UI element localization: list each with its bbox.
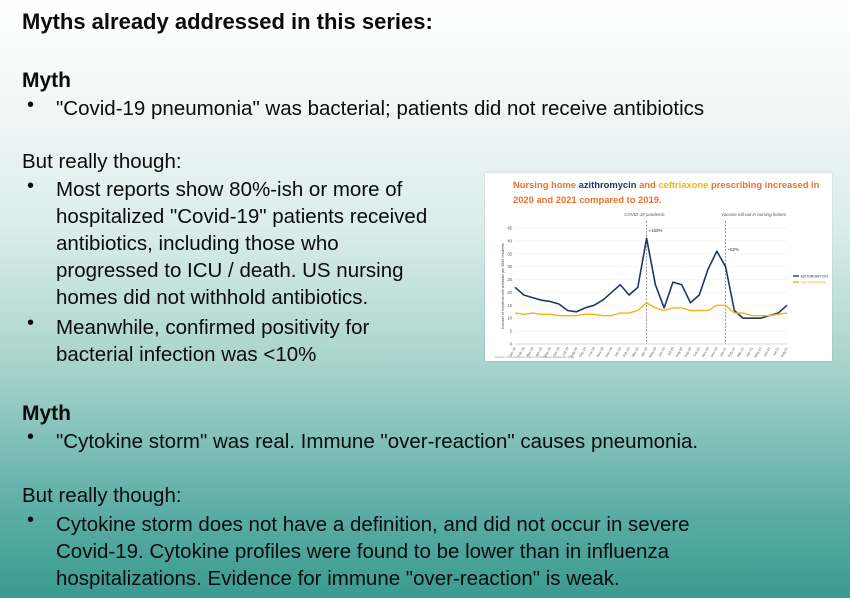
rebuttal-1-line-4: progressed to ICU / death. US nursing (56, 259, 404, 282)
x-tick-label: Aug-20 (675, 346, 684, 358)
rebuttal-1-line-2: hospitalized "Covid-19" patients receive… (56, 205, 428, 228)
y-tick-label: 45 (507, 226, 512, 231)
rebuttal-3-line-2: Covid-19. Cytokine profiles were found t… (56, 540, 670, 563)
bullet-marker: • (27, 312, 35, 334)
rebuttal-3-line-1: Cytokine storm does not have a definitio… (56, 513, 690, 536)
y-tick-label: 30 (507, 264, 512, 269)
x-tick-label: Jul-21 (772, 346, 780, 356)
myth-heading-2: Myth (22, 402, 71, 425)
chart-title-part: ceftriaxone (658, 179, 708, 190)
chart-source: Source: Thornton et al. Infect Control H… (495, 355, 575, 359)
annotation-increase-pandemic: +150% (649, 228, 663, 233)
legend-label: AZITHROMYCIN (801, 274, 829, 278)
rebuttal-3-line-3: hospitalizations. Evidence for immune "o… (56, 567, 620, 590)
x-tick-label: Jan-20 (614, 346, 623, 357)
x-tick-label: Mar-20 (631, 346, 640, 357)
x-tick-label: Sep-19 (578, 346, 587, 358)
x-tick-label: Apr-21 (745, 346, 754, 357)
series-line-azithromycin (514, 237, 788, 320)
rebuttal-1-line-3: antibiotics, including those who (56, 232, 339, 255)
x-tick-label: May-19 (543, 346, 552, 358)
x-tick-label: Jan-21 (719, 346, 728, 357)
myth-text-2: "Cytokine storm" was real. Immune "over-… (56, 430, 699, 453)
x-tick-label: Sep-20 (683, 346, 692, 358)
rebuttal-2-line-2: bacterial infection was <10% (56, 343, 317, 366)
x-tick-label: Jun-19 (552, 346, 561, 357)
y-tick-label: 5 (510, 329, 513, 334)
legend-label: CEFTRIAXONE (801, 280, 827, 284)
y-tick-label: 10 (507, 316, 512, 321)
y-tick-label: 0 (510, 342, 513, 347)
series-line-ceftriaxone (514, 302, 788, 317)
x-tick-label: Jul-19 (561, 346, 569, 356)
rebuttal-heading-1: But really though: (22, 150, 182, 173)
rebuttal-1-line-1: Most reports show 80%-ish or more of (56, 178, 403, 201)
x-tick-label: Aug-21 (780, 346, 789, 358)
x-tick-label: Dec-19 (604, 346, 613, 358)
x-tick-label: Mar-21 (736, 346, 745, 357)
x-tick-label: Jun-20 (657, 346, 666, 357)
x-tick-label: May-21 (753, 346, 762, 358)
x-tick-label: Feb-19 (517, 346, 526, 357)
chart-title-part: azithromycin (579, 179, 637, 190)
x-tick-label: Jan-19 (508, 346, 517, 357)
rebuttal-2-line-1: Meanwhile, confirmed positivity for (56, 316, 370, 339)
x-tick-label: Nov-20 (701, 346, 710, 358)
chart-title-part: prescribing increased in (708, 179, 819, 190)
y-tick-label: 35 (507, 251, 512, 256)
x-tick-label: Oct-19 (587, 346, 596, 357)
annotation-increase-vaccine: +82% (728, 247, 739, 252)
x-tick-label: Aug-19 (569, 346, 578, 358)
myth-text-1: "Covid-19 pneumonia" was bacterial; pati… (56, 97, 705, 120)
x-tick-label: Oct-20 (693, 346, 702, 357)
chart-title: Nursing home azithromycin and ceftriaxon… (513, 179, 820, 190)
x-tick-label: Feb-20 (622, 346, 631, 357)
y-tick-label: 40 (507, 238, 512, 243)
x-tick-label: Jul-20 (667, 346, 675, 356)
x-tick-label: Nov-19 (596, 346, 605, 358)
antibiotic-chart: Nursing home azithromycin and ceftriaxon… (485, 173, 832, 361)
slide-title: Myths already addressed in this series: (22, 9, 433, 34)
x-tick-label: Dec-20 (710, 346, 719, 358)
y-axis-label: Number of residents with antibiotic per … (501, 243, 505, 329)
y-tick-label: 20 (507, 290, 512, 295)
y-tick-label: 15 (507, 303, 512, 308)
chart-title-line-2: 2020 and 2021 compared to 2019. (513, 194, 662, 205)
x-tick-label: Mar-19 (526, 346, 535, 357)
rebuttal-heading-2: But really though: (22, 484, 182, 507)
myth-heading-1: Myth (22, 69, 71, 92)
x-tick-label: Feb-21 (727, 346, 736, 357)
bullet-marker: • (27, 426, 35, 448)
annotation-pandemic: COVID-19 pandemic (624, 212, 665, 217)
x-tick-label: Jun-21 (763, 346, 772, 357)
rebuttal-1-line-5: homes did not withhold antibiotics. (56, 286, 369, 309)
chart-title-part: Nursing home (513, 179, 579, 190)
x-tick-label: May-20 (648, 346, 657, 358)
chart-title-part: and (636, 179, 658, 190)
chart-svg: Nursing home azithromycin and ceftriaxon… (495, 179, 829, 359)
annotation-vaccine: Vaccine roll-out in nursing homes (721, 212, 787, 217)
x-tick-label: Apr-19 (535, 346, 544, 357)
bullet-marker: • (27, 509, 35, 531)
x-tick-label: Apr-20 (640, 346, 649, 357)
bullet-marker: • (27, 175, 35, 197)
bullet-marker: • (27, 94, 35, 116)
y-tick-label: 25 (507, 277, 512, 282)
